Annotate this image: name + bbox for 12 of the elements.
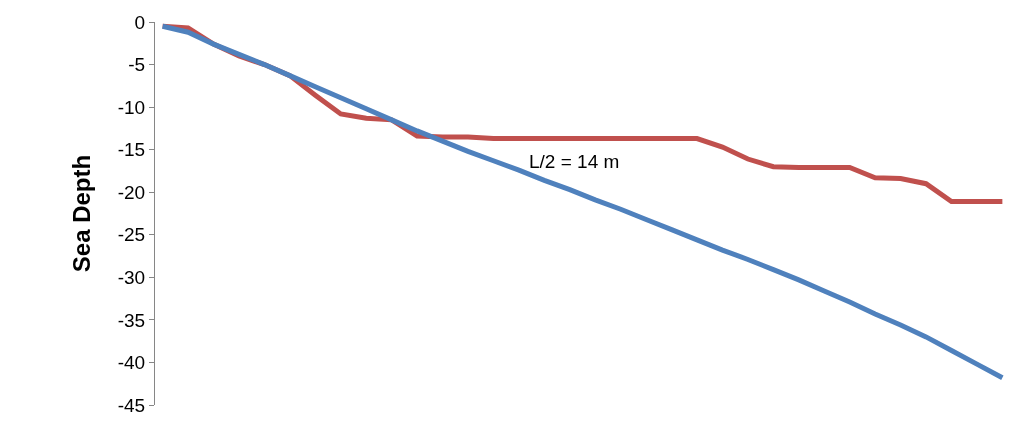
y-tick-label: -30 [117, 266, 146, 288]
y-tick-label: -10 [117, 96, 146, 118]
y-tick-label: -40 [117, 352, 146, 374]
y-tick-label: -5 [128, 54, 146, 76]
y-tick-label: -20 [117, 181, 146, 203]
y-tick-label: -35 [117, 309, 146, 331]
annotation: L/2 = 14 m [529, 151, 620, 172]
y-tick-label: -15 [117, 139, 146, 161]
y-tick-label: -45 [117, 394, 146, 416]
y-tick-label: 0 [134, 11, 146, 33]
y-tick-label: -25 [117, 224, 146, 246]
y-axis-title: Sea Depth [67, 154, 95, 273]
